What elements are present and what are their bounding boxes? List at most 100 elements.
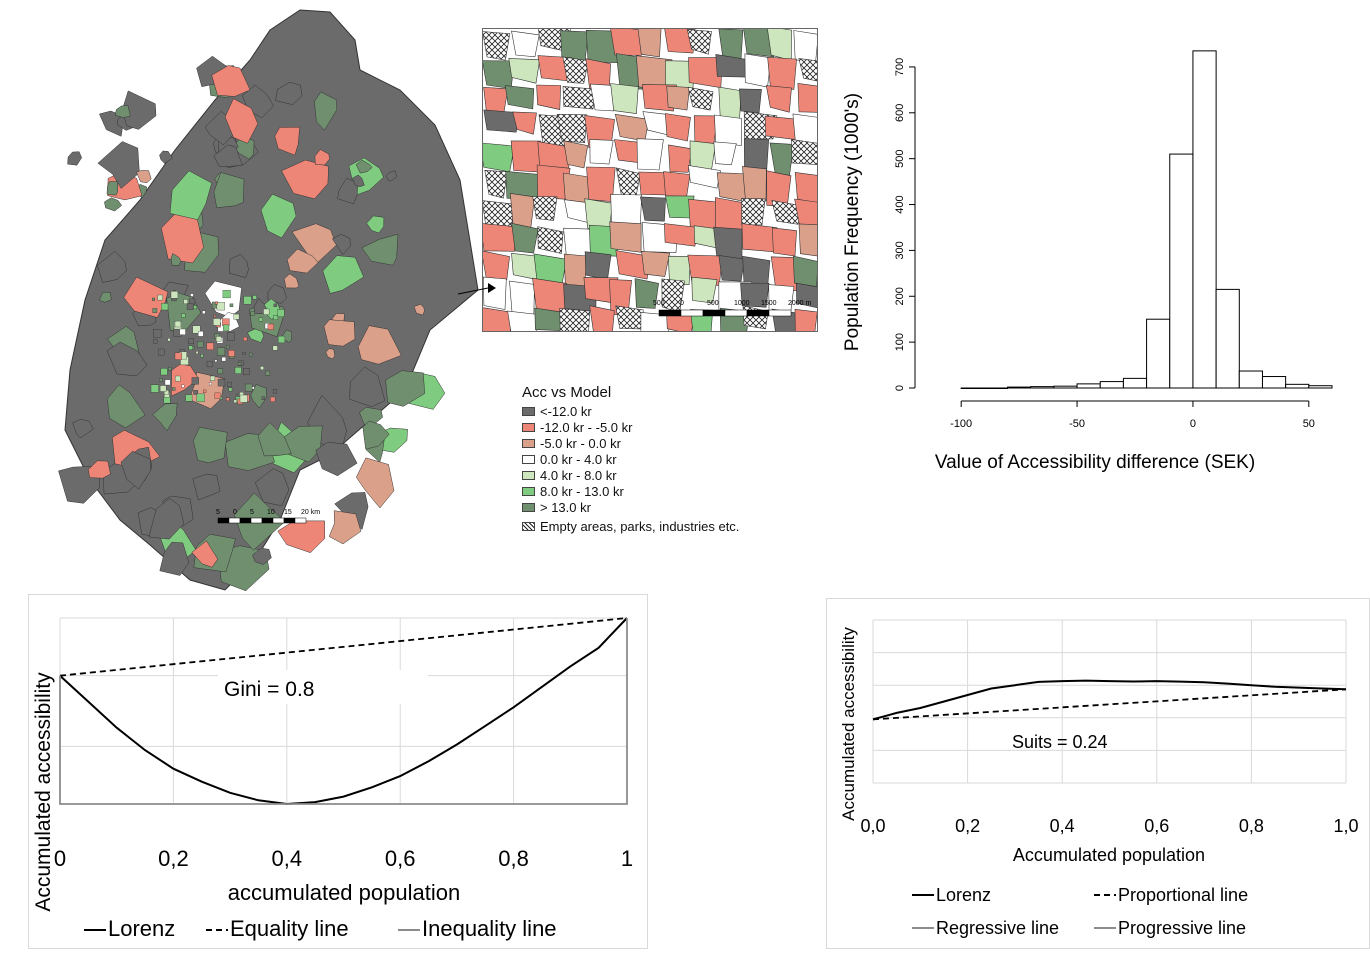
map-cell — [385, 170, 397, 182]
map-cell — [322, 255, 365, 294]
legend-label: -5.0 kr - 0.0 kr — [540, 435, 621, 451]
lorenz-suits-y-axis-label: Accumulated accessibility — [839, 627, 858, 821]
map-cell — [314, 149, 330, 166]
map-cell-small — [213, 318, 221, 326]
histogram-chart: Population Frequency (1000's) Value of A… — [830, 40, 1370, 480]
x-tick-label: 0,8 — [1239, 816, 1264, 836]
map-cell — [213, 172, 245, 209]
scalebar-segment — [680, 309, 704, 317]
histogram-bar — [1238, 370, 1263, 389]
map-cell-small — [152, 308, 158, 313]
inset-map: 500 0 500 1000 1500 2000 m — [482, 28, 818, 332]
map-cell-small — [203, 389, 207, 393]
inset-cell — [556, 113, 588, 144]
inset-cell — [483, 223, 517, 252]
legend-row: -5.0 kr - 0.0 kr — [522, 435, 812, 451]
scalebar-label: 20 km — [301, 509, 320, 516]
map-cell-small — [196, 393, 205, 402]
x-tick-label: 0,4 — [272, 846, 303, 871]
histogram-bar — [1308, 385, 1333, 389]
map-cell-small — [157, 294, 163, 301]
map-cell — [328, 510, 362, 545]
legend-row: 0.0 kr - 4.0 kr — [522, 451, 812, 467]
legend-swatch — [522, 470, 535, 480]
x-tick-label: 0,2 — [158, 846, 189, 871]
legend-row: 8.0 kr - 13.0 kr — [522, 483, 812, 499]
inset-cell — [718, 255, 745, 282]
map-cell — [213, 144, 243, 167]
lorenz-gini-lines — [59, 617, 628, 806]
map-cell-small — [227, 381, 232, 387]
inset-cells — [483, 29, 817, 331]
inset-cell — [666, 85, 690, 111]
inset-cell — [791, 139, 817, 165]
map-cell — [385, 370, 425, 407]
map-cell-small — [216, 302, 225, 311]
map-cell-small — [160, 368, 168, 376]
inset-cell — [511, 222, 539, 254]
inset-cell — [562, 172, 591, 204]
histogram-bar — [1099, 381, 1124, 389]
main-map: 5 0 5 10 15 20 km — [0, 0, 480, 600]
map-cell — [97, 141, 140, 189]
inset-cell — [614, 113, 650, 142]
map-cell-small — [170, 291, 179, 299]
map-cell-small — [243, 296, 252, 305]
histogram-bar — [1169, 153, 1194, 389]
inset-cell — [504, 85, 535, 110]
map-cell — [332, 233, 351, 256]
series-line — [59, 617, 628, 806]
scalebar-segment — [746, 309, 770, 317]
map-cell — [357, 325, 402, 365]
inset-cell — [688, 165, 721, 189]
scalebar-label: 0 — [233, 509, 237, 516]
map-cell — [148, 498, 185, 540]
histogram-bar — [1076, 383, 1101, 389]
scalebar-segment — [217, 517, 230, 524]
inset-cell — [483, 307, 513, 331]
map-cell-small — [272, 389, 278, 394]
x-tick-label: 0,2 — [955, 816, 980, 836]
map-cell — [257, 422, 292, 457]
hatch-swatch — [522, 521, 535, 531]
map-cell-small — [217, 368, 224, 374]
main-map-scalebar: 5 0 5 10 15 20 km — [216, 509, 320, 524]
histogram-bar — [983, 387, 1009, 389]
map-cell — [252, 547, 272, 565]
x-tick-label: 0,4 — [1050, 816, 1075, 836]
map-cell — [192, 473, 221, 501]
inset-cell — [610, 83, 639, 114]
map-cell-small — [186, 303, 194, 310]
inset-cell — [771, 200, 802, 225]
inset-cell — [509, 280, 535, 316]
map-cell — [67, 151, 82, 166]
histogram-bar — [1261, 376, 1287, 389]
map-cell — [352, 174, 365, 187]
map-cell-small — [202, 310, 206, 314]
map-cell-small — [209, 382, 212, 386]
map-cells — [58, 55, 446, 592]
lorenz-gini-frame — [28, 594, 648, 949]
inset-cell — [668, 144, 692, 173]
inset-cell — [584, 251, 612, 281]
inset-cell — [615, 250, 651, 280]
map-cell — [193, 426, 228, 464]
x-tick-label: 1 — [621, 846, 633, 871]
lorenz-chart-gini: Gini = 0.8 Accumulated accessibility 0 0,… — [28, 594, 648, 949]
map-cell-small — [273, 315, 279, 320]
map-cell — [275, 81, 303, 105]
lorenz-suits-legend: Lorenz Proportional line Regressive line Pr… — [912, 885, 1248, 938]
map-cell-small — [277, 309, 285, 317]
scalebar-segment — [702, 309, 726, 317]
scalebar-segment — [283, 517, 296, 524]
inset-cell — [537, 226, 564, 254]
map-cell-small — [270, 396, 276, 402]
inset-cell — [510, 140, 542, 173]
scalebar-label: 2000 m — [788, 300, 812, 307]
map-cell — [106, 181, 119, 196]
x-tick-label: 0,6 — [1144, 816, 1169, 836]
histogram-bars — [960, 50, 1333, 389]
map-cell-small — [243, 336, 248, 341]
inset-cell — [795, 282, 817, 308]
map-cell-small — [222, 290, 231, 299]
